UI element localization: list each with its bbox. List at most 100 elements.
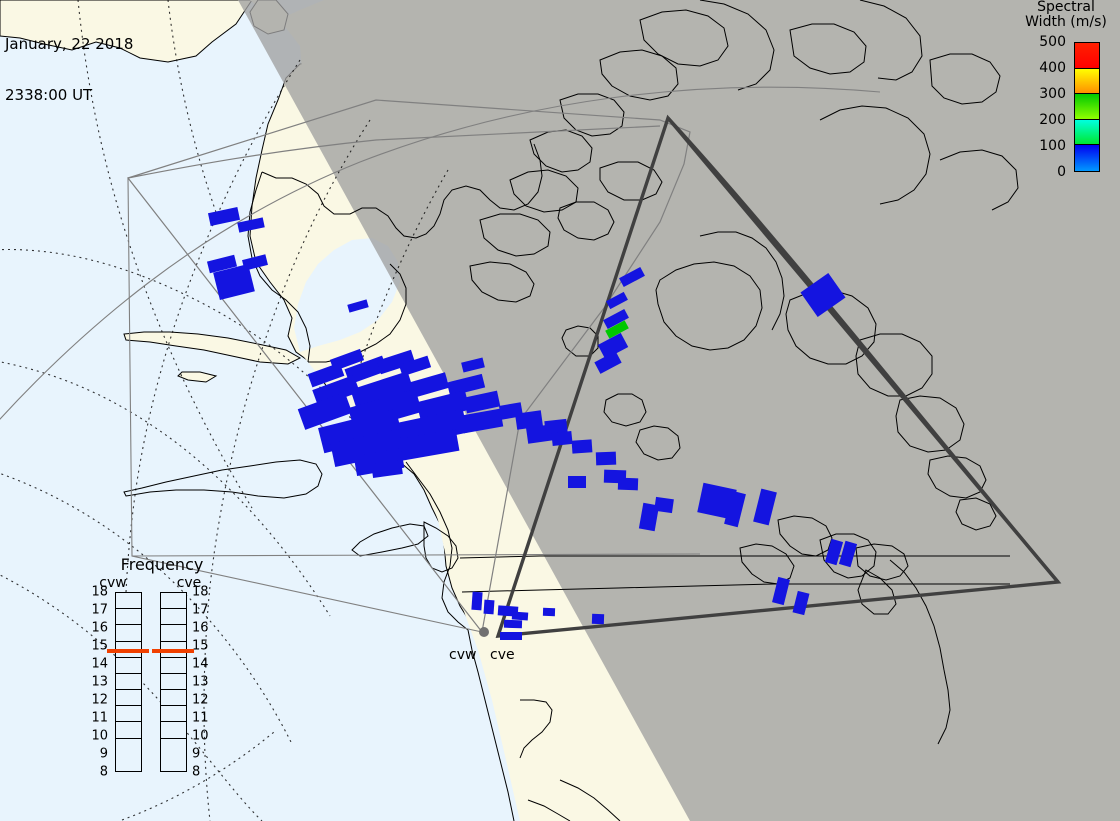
colorbar-tick-labels: 500 400 300 200 100 0 <box>1012 32 1070 182</box>
colorbar-tick-100: 100 <box>1039 138 1066 154</box>
frequency-tick-18: 18 <box>192 584 209 600</box>
data-cell <box>460 408 504 434</box>
data-cell <box>350 371 414 409</box>
frequency-tick-16: 16 <box>192 620 209 636</box>
data-cell <box>595 451 617 466</box>
site-label-cvw: cvw <box>449 647 477 663</box>
frequency-tick-10: 10 <box>91 728 108 744</box>
data-cell <box>297 392 353 430</box>
data-cell <box>792 590 810 616</box>
colorbar-segment-3 <box>1075 119 1099 146</box>
data-cell <box>483 599 495 615</box>
radar-site-marker <box>479 627 489 637</box>
frequency-tick-9: 9 <box>99 746 108 762</box>
data-cell <box>307 362 345 388</box>
frequency-tick-13: 13 <box>192 674 209 690</box>
data-cell <box>330 428 404 468</box>
frequency-row <box>161 642 186 658</box>
frequency-row <box>161 658 186 674</box>
timestamp: January, 22 2018 2338:00 UT <box>5 2 133 138</box>
graticule <box>0 0 449 821</box>
data-cell <box>398 355 432 377</box>
data-cell <box>515 410 543 430</box>
spectral-width-colorbar: Spectral Width (m/s) 500 400 300 200 100 0 <box>1012 0 1120 182</box>
fov-outline-cvw <box>126 99 691 634</box>
frequency-row <box>161 593 186 610</box>
frequency-tick-14: 14 <box>192 656 209 672</box>
frequency-tick-15: 15 <box>91 638 108 654</box>
data-cell <box>824 538 844 566</box>
frequency-row <box>161 690 186 707</box>
frequency-row <box>116 706 141 723</box>
colorbar-title-line2: Width (m/s) <box>1025 14 1107 30</box>
colorbar-tick-300: 300 <box>1039 86 1066 102</box>
frequency-tick-17: 17 <box>192 602 209 618</box>
frequency-row <box>116 690 141 707</box>
land-aleutian-island-1 <box>177 371 218 383</box>
data-cell <box>568 476 586 488</box>
timestamp-date: January, 22 2018 <box>5 35 134 53</box>
data-cell <box>606 291 628 310</box>
frequency-tick-17: 17 <box>91 602 108 618</box>
data-cell <box>237 217 265 233</box>
frequency-row <box>116 658 141 674</box>
colorbar-tick-200: 200 <box>1039 112 1066 128</box>
data-cell <box>654 496 674 514</box>
data-cell <box>463 390 501 414</box>
data-cell <box>242 254 268 271</box>
frequency-tick-11: 11 <box>91 710 108 726</box>
data-cell <box>597 332 629 360</box>
site-label-cve: cve <box>490 647 515 663</box>
data-cell <box>594 351 622 374</box>
timestamp-time: 2338:00 UT <box>5 86 93 104</box>
frequency-tick-16: 16 <box>91 620 108 636</box>
data-cell <box>446 373 486 397</box>
frequency-row <box>161 625 186 642</box>
fov-inner-line-cvw <box>131 553 701 557</box>
frequency-row <box>161 674 186 691</box>
data-cell <box>838 540 858 568</box>
data-cell <box>551 430 573 447</box>
frequency-gauge-cve-label: cve <box>176 575 202 591</box>
frequency-marker-cve <box>152 648 194 653</box>
fov-range-ring-cvw <box>0 86 881 420</box>
frequency-row <box>116 625 141 642</box>
frequency-row <box>161 722 186 739</box>
coastlines <box>123 0 1019 821</box>
frequency-tick-14: 14 <box>91 656 108 672</box>
frequency-row <box>116 674 141 691</box>
frequency-row <box>161 706 186 723</box>
frequency-legend: Frequency cvw 18 17 16 15 14 13 12 11 10 9 8 cve 1… <box>82 556 242 790</box>
data-cell <box>347 299 369 313</box>
frequency-row <box>116 722 141 739</box>
colorbar-gradient-bar <box>1074 42 1100 172</box>
data-cell <box>376 349 416 375</box>
data-cell <box>511 611 529 621</box>
data-cell <box>800 272 846 318</box>
frequency-row <box>116 642 141 658</box>
data-cell <box>503 619 523 629</box>
data-cell <box>371 459 403 479</box>
frequency-gauge-cvw: cvw 18 17 16 15 14 13 12 11 10 9 8 <box>82 575 149 779</box>
frequency-tick-13: 13 <box>91 674 108 690</box>
fov-arc-cvw <box>127 125 661 179</box>
data-cell <box>619 266 645 288</box>
colorbar-segment-1 <box>1075 68 1099 95</box>
frequency-tick-8: 8 <box>99 764 108 780</box>
radar-data-cells <box>206 207 858 640</box>
pacific-ocean-inlet <box>294 238 400 352</box>
frequency-gauge-cvw-label: cvw <box>99 575 127 591</box>
frequency-tick-12: 12 <box>192 692 209 708</box>
colorbar-segment-4 <box>1075 145 1099 171</box>
data-cell <box>416 390 470 422</box>
data-cell <box>571 439 593 454</box>
frequency-row <box>116 609 141 626</box>
fov-outline-cve-right-leg <box>666 116 1060 584</box>
frequency-row <box>161 739 186 755</box>
data-cell <box>753 488 777 526</box>
night-terminator-shade <box>238 0 1120 821</box>
data-cell <box>724 490 746 528</box>
data-cell <box>213 264 255 300</box>
colorbar-tick-500: 500 <box>1039 34 1066 50</box>
